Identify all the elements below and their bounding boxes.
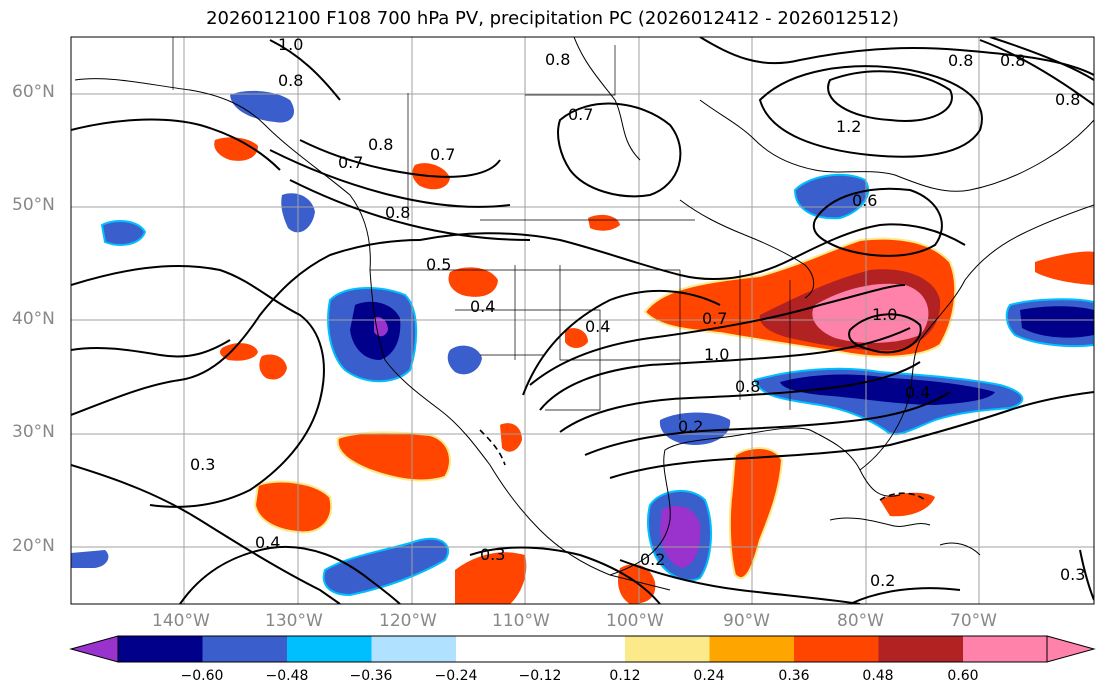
colorbar-cell (456, 636, 541, 662)
precip-core-atlantic (1020, 306, 1094, 338)
contour-label: 0.8 (948, 51, 973, 70)
contour-label: 0.3 (480, 545, 505, 564)
lon-label: 140°W (152, 611, 210, 631)
lon-label: 80°W (837, 611, 884, 631)
colorbar-cell (963, 636, 1047, 662)
contour-label: 0.8 (368, 135, 393, 154)
lat-label: 50°N (12, 195, 55, 215)
colorbar-outline (117, 635, 1048, 663)
contour-label: 0.4 (470, 297, 495, 316)
precip-area-small-west (220, 343, 258, 361)
colorbar-cell (878, 636, 963, 662)
contour-label: 0.7 (430, 145, 455, 164)
colorbar-tick-label: 0.36 (778, 668, 810, 684)
precip-area-bc (448, 267, 498, 297)
contour-label: 0.8 (278, 71, 303, 90)
contour-label: 0.3 (1060, 565, 1085, 584)
precip-area-pacific-sw2 (336, 431, 451, 482)
contour-label: 0.4 (255, 533, 280, 552)
lon-label: 90°W (723, 611, 770, 631)
colorbar-tick-label: −0.24 (434, 668, 478, 684)
colorbar-tick-label: 0.24 (693, 668, 725, 684)
lon-label: 110°W (492, 611, 550, 631)
contour-label: 1.0 (704, 345, 729, 364)
contour-label: 0.7 (338, 153, 363, 172)
precip-area-pacific-sw1 (253, 480, 333, 534)
colorbar-cell (794, 636, 879, 662)
contour-label: 0.5 (426, 255, 451, 274)
pv-contours (71, 37, 1094, 604)
contour-label: 0.2 (640, 550, 665, 569)
contour-label: 0.7 (568, 105, 593, 124)
precip-area-caribbean (880, 492, 935, 517)
contour-label: 0.2 (870, 571, 895, 590)
lat-label: 30°N (12, 422, 55, 442)
contour-label: 0.7 (702, 309, 727, 328)
contour-label: 1.0 (872, 305, 897, 324)
contour-label: 0.8 (735, 377, 760, 396)
contour-label: 0.6 (852, 191, 877, 210)
contour-label: 0.8 (1000, 51, 1025, 70)
contour-label: 0.4 (905, 383, 930, 402)
contour-label: 1.0 (278, 35, 303, 54)
precip-area-small-rockies (565, 328, 588, 348)
lon-label: 120°W (379, 611, 437, 631)
precip-area-pacific-small (100, 219, 147, 246)
contour-label: 0.4 (585, 317, 610, 336)
precip-area-small-west2 (259, 354, 287, 380)
colorbar-extend-min (69, 635, 119, 663)
lon-label: 100°W (606, 611, 664, 631)
negative-precip-areas (71, 90, 1094, 597)
precip-area-alaska (230, 90, 295, 123)
contour-label-group: 1.0 0.8 0.8 0.7 0.7 0.7 0.8 0.8 0.8 1.2 … (190, 35, 1085, 590)
colorbar-tick-label: −0.48 (265, 668, 309, 684)
contour-label: 0.2 (678, 417, 703, 436)
contour-label: 0.3 (190, 455, 215, 474)
map-plot-area: 1.0 0.8 0.8 0.7 0.7 0.7 0.8 0.8 0.8 1.2 … (71, 35, 1094, 604)
precip-area-east-canada (1035, 251, 1094, 285)
precip-area-nevada (447, 345, 482, 375)
colorbar-tick-label: 0.48 (862, 668, 894, 684)
lon-label: 130°W (265, 611, 323, 631)
colorbar-tick-label: 0.60 (947, 668, 979, 684)
colorbar-tick-label: −0.60 (180, 668, 224, 684)
contour-label: 1.2 (836, 117, 861, 136)
precip-area-pacific-s-blue (322, 537, 450, 597)
colorbar-cell (118, 636, 203, 662)
lat-label: 20°N (12, 536, 55, 556)
precip-area-gulf-blue (659, 412, 731, 445)
precip-area-small-canada (588, 214, 620, 231)
precip-area-gulf (728, 447, 784, 579)
precip-area-nw-small1 (214, 137, 258, 161)
contour-label: 0.8 (545, 50, 570, 69)
colorbar-tick-label: 0.12 (609, 668, 641, 684)
contour-label: 0.8 (1055, 90, 1080, 109)
coastlines (74, 37, 1094, 591)
contour-label: 0.8 (385, 203, 410, 222)
colorbar-cell (540, 636, 625, 662)
colorbar-cell (709, 636, 794, 662)
colorbar-cell (202, 636, 287, 662)
colorbar-cell (287, 636, 372, 662)
lon-label: 70°W (950, 611, 997, 631)
colorbar-extend-max (1046, 635, 1096, 663)
lat-label: 60°N (12, 82, 55, 102)
colorbar-tick-label: −0.12 (518, 668, 562, 684)
colorbar (69, 635, 1096, 663)
precip-area-small-pacific3 (71, 550, 109, 568)
political-borders (172, 37, 791, 420)
map-title: 2026012100 F108 700 hPa PV, precipitatio… (206, 8, 899, 29)
map-frame (70, 36, 1095, 605)
colorbar-cell (371, 636, 456, 662)
colorbar-cell (625, 636, 710, 662)
lat-label: 40°N (12, 309, 55, 329)
precip-area-pacific-s (455, 552, 527, 604)
precip-area-small-mexico (500, 423, 522, 452)
colorbar-tick-label: −0.36 (349, 668, 393, 684)
pv-contours-dashed (479, 429, 926, 501)
precip-area-central-america (618, 564, 656, 604)
graticule (71, 37, 1094, 604)
